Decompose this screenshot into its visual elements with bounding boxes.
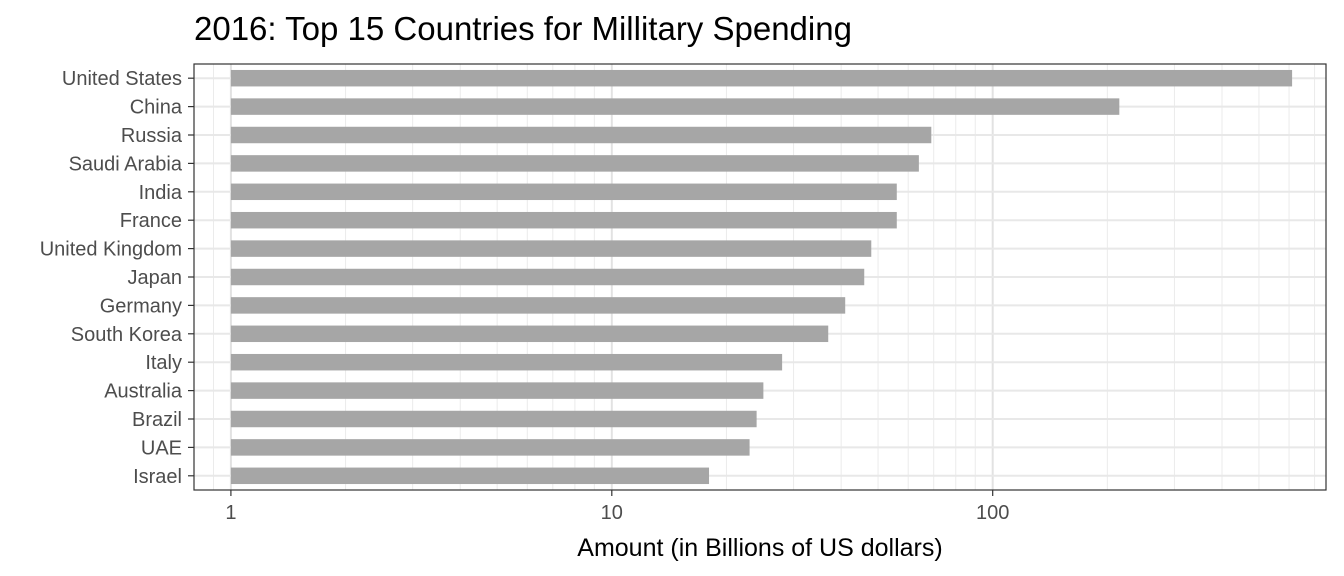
x-axis: 1 10 100 — [225, 490, 1009, 524]
bar — [230, 467, 710, 485]
x-tick-label: 1 — [225, 502, 236, 524]
bar — [230, 98, 1120, 115]
y-tick-label: China — [130, 97, 183, 119]
y-tick-label: Japan — [128, 267, 183, 289]
y-tick-label: Italy — [145, 352, 182, 374]
y-tick-label: United Kingdom — [40, 239, 182, 261]
y-tick-label: Brazil — [132, 409, 182, 431]
bar — [230, 211, 897, 229]
x-axis-label: Amount (in Billions of US dollars) — [577, 534, 942, 562]
y-tick-label: United States — [62, 68, 182, 90]
bar — [230, 297, 846, 314]
bar — [230, 325, 829, 343]
bar — [230, 382, 764, 399]
y-tick-label: Israel — [133, 466, 182, 488]
bar — [230, 69, 1293, 87]
y-tick-label: UAE — [141, 437, 182, 459]
chart-title: 2016: Top 15 Countries for Millitary Spe… — [194, 10, 852, 47]
y-tick-label: Germany — [100, 295, 182, 317]
y-tick-label: Russia — [121, 125, 183, 147]
y-tick-label: Australia — [104, 381, 183, 403]
bar — [230, 268, 865, 286]
x-tick-label: 10 — [601, 502, 623, 524]
y-tick-label: India — [139, 182, 183, 204]
bar — [230, 183, 897, 201]
x-tick-label: 100 — [976, 502, 1009, 524]
bars — [230, 69, 1293, 485]
bar — [230, 410, 757, 428]
y-tick-label: Saudi Arabia — [69, 153, 183, 175]
bar — [230, 126, 932, 144]
bar — [230, 240, 872, 257]
bar — [230, 439, 750, 456]
y-tick-label: South Korea — [71, 324, 183, 346]
bar — [230, 353, 783, 371]
y-axis: United States China Russia Saudi Arabia Indi… — [40, 68, 194, 488]
y-tick-label: France — [120, 210, 182, 232]
bar — [230, 155, 919, 172]
